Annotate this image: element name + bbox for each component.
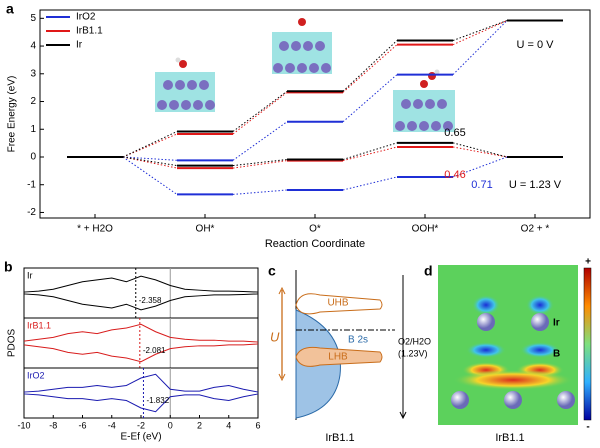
x-tick-label: OH* — [196, 224, 215, 235]
caption: IrB1.1 — [495, 432, 524, 444]
annotation: U = 1.23 V — [509, 179, 562, 191]
panel-letter: d — [424, 263, 433, 279]
center-label: -1.832 — [146, 396, 169, 405]
connector — [452, 20, 508, 41]
x-tick-label: O2 + * — [521, 224, 550, 235]
x-tick-label: 4 — [226, 420, 231, 430]
x-axis-title: Reaction Coordinate — [265, 238, 365, 250]
panel-c: c UHB LHB B 2s U O2/H2O (1.23V) IrB1.1 — [268, 263, 431, 444]
center-label: -2.081 — [143, 346, 166, 355]
connector — [122, 131, 178, 158]
y-axis-title: PDOS — [7, 329, 18, 358]
connector — [232, 189, 288, 195]
x-tick-label: -4 — [108, 420, 116, 430]
annotation: 0.71 — [471, 179, 492, 191]
b-label: B — [553, 349, 560, 360]
panel-letter: a — [6, 1, 14, 17]
x-tick-label: OOH* — [412, 224, 439, 235]
subplot-frame — [23, 267, 259, 319]
connector — [452, 20, 508, 46]
connector — [342, 176, 398, 191]
x-tick-label: -2 — [137, 420, 145, 430]
panel-letter: c — [268, 263, 276, 279]
connector — [232, 91, 288, 135]
slab-o — [272, 18, 332, 74]
legend-label: Ir — [76, 40, 83, 51]
u-label: U — [270, 329, 280, 344]
y-tick-label: 5 — [30, 13, 36, 24]
connector — [122, 156, 178, 195]
x-tick-label: 2 — [197, 420, 202, 430]
pdos-curve — [23, 275, 259, 293]
center-label: -2.358 — [139, 296, 162, 305]
connector — [452, 156, 508, 178]
x-axis-title: E-Ef (eV) — [120, 432, 161, 443]
annotation: 0.65 — [444, 127, 465, 139]
y-tick-label: -1 — [27, 179, 36, 190]
x-tick-label: 6 — [255, 420, 260, 430]
legend-label: IrB1.1 — [76, 26, 103, 37]
connector — [232, 158, 288, 167]
pdos-curve — [23, 393, 259, 413]
x-tick-label: 0 — [168, 420, 173, 430]
connector — [342, 44, 398, 93]
x-tick-label: * + H2O — [77, 224, 113, 235]
panel-letter: b — [4, 259, 13, 275]
panel-d: d + - Ir B IrB1.1 — [424, 257, 592, 444]
cbar-plus: + — [585, 257, 591, 268]
x-tick-label: -10 — [17, 420, 30, 430]
connector — [452, 142, 508, 158]
series-label: Ir — [27, 270, 33, 280]
x-tick-label: -6 — [78, 420, 86, 430]
pdos-curve — [23, 373, 259, 393]
annotation: U = 0 V — [517, 39, 555, 51]
y-tick-label: -2 — [27, 207, 36, 218]
x-tick-label: -8 — [49, 420, 57, 430]
connector — [452, 20, 508, 75]
series-label: IrO2 — [27, 370, 45, 380]
slab-ooh — [393, 69, 455, 132]
connector — [232, 90, 288, 132]
y-tick-label: 1 — [30, 124, 36, 135]
cbar-minus: - — [586, 422, 589, 433]
uhb-label: UHB — [327, 298, 348, 309]
y-tick-label: 4 — [30, 41, 36, 52]
lhb-label: LHB — [328, 352, 348, 363]
connector — [232, 121, 288, 161]
potential-label: (1.23V) — [398, 348, 428, 358]
y-tick-label: 2 — [30, 96, 36, 107]
connector — [342, 40, 398, 92]
connector — [122, 156, 178, 169]
pdos-curve — [23, 293, 259, 311]
subplot-frame — [23, 317, 259, 369]
y-tick-label: 0 — [30, 152, 36, 163]
connector — [122, 156, 178, 167]
pdos-curve — [23, 323, 259, 343]
connector — [342, 74, 398, 123]
b2s-label: B 2s — [348, 335, 368, 346]
series-label: IrB1.1 — [27, 320, 51, 330]
legend-label: IrO2 — [76, 12, 96, 23]
y-tick-label: 3 — [30, 68, 36, 79]
annotation: 0.46 — [444, 169, 465, 181]
pdos-curve — [23, 343, 259, 363]
couple-label: O2/H2O — [398, 336, 431, 346]
connector — [122, 133, 178, 158]
connector — [342, 142, 398, 160]
ir-label: Ir — [553, 318, 560, 329]
connector — [452, 146, 508, 158]
x-tick-label: O* — [309, 224, 321, 235]
slab-oh — [155, 57, 215, 112]
connector — [342, 146, 398, 162]
y-axis-title: Free Energy (eV) — [7, 76, 18, 153]
subplot-frame — [23, 367, 259, 419]
caption: IrB1.1 — [325, 432, 354, 444]
